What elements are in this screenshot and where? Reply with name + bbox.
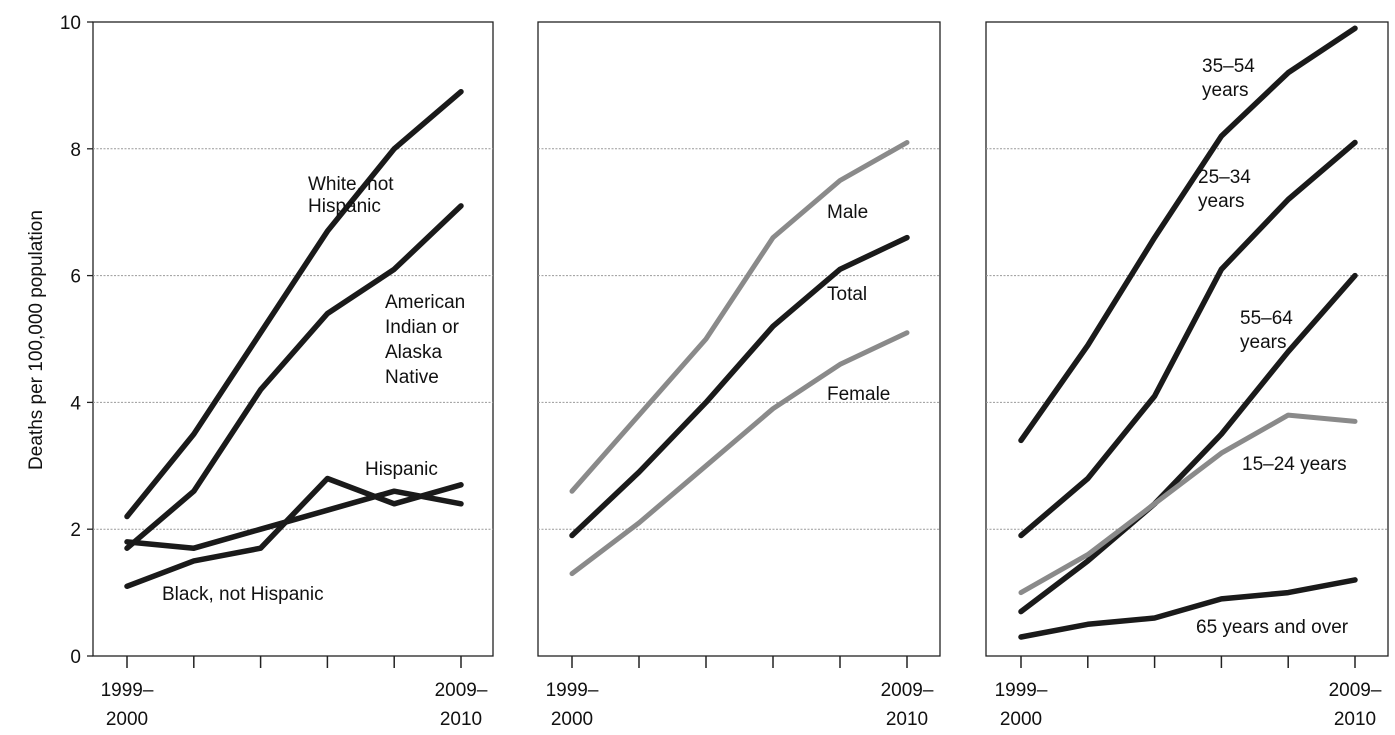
x-tick-label: 2000 bbox=[106, 709, 148, 730]
series-line-35-54-years bbox=[1018, 25, 1358, 444]
series-line-55-64-years bbox=[1018, 272, 1358, 615]
y-tick-label: 8 bbox=[70, 140, 81, 161]
y-tick-label: 4 bbox=[70, 393, 81, 414]
x-tick-label: 2009– bbox=[881, 680, 934, 701]
x-tick-label: 1999– bbox=[546, 680, 599, 701]
series-line-male bbox=[569, 140, 910, 494]
series-label-35-54-years: 35–54 years bbox=[1202, 56, 1255, 101]
series-label-total: Total bbox=[827, 284, 867, 305]
series-label-55-64-years: 55–64 years bbox=[1240, 308, 1293, 353]
series-line-black-not-hispanic bbox=[124, 475, 464, 590]
series-line-white-not-hispanic bbox=[124, 88, 464, 520]
plot-frame bbox=[92, 21, 494, 657]
series-line-25-34-years bbox=[1018, 139, 1358, 539]
series-line-65-years-and-over bbox=[1018, 577, 1358, 640]
plot-frame bbox=[537, 21, 941, 657]
series-label-15-24-years: 15–24 years bbox=[1242, 454, 1347, 475]
panel-sex: 1999– 2000 2009– 2010 Male Total Female bbox=[537, 21, 941, 730]
series-label-white-not-hispanic: White, not Hispanic bbox=[308, 174, 394, 217]
series-line-american-indian-or-alaska-native bbox=[124, 203, 464, 551]
series-label-25-34-years: 25–34 years bbox=[1198, 167, 1251, 212]
y-axis-title: Deaths per 100,000 population bbox=[26, 210, 47, 470]
x-tick-label: 1999– bbox=[101, 680, 154, 701]
series-line-total bbox=[569, 234, 910, 539]
x-tick-label: 1999– bbox=[995, 680, 1048, 701]
y-tick-label: 2 bbox=[70, 520, 81, 541]
plot-frame bbox=[985, 21, 1389, 657]
x-tick-label: 2009– bbox=[435, 680, 488, 701]
series-label-american-indian-or-alaska-native: American Indian or Alaska Native bbox=[385, 292, 465, 388]
x-tick-label: 2000 bbox=[1000, 709, 1042, 730]
series-line-female bbox=[569, 330, 910, 577]
panel-race: 0 2 4 6 8 10 1999– 2000 2009– 2010 White, not Hispa… bbox=[60, 13, 494, 730]
panel-age: 1999– 2000 2009– 2010 35–54 years 25–34 years 55… bbox=[985, 21, 1389, 730]
series-label-hispanic: Hispanic bbox=[365, 459, 438, 480]
y-tick-label: 6 bbox=[70, 267, 81, 288]
series-line-hispanic bbox=[124, 488, 464, 551]
y-tick-label: 0 bbox=[70, 647, 81, 668]
x-tick-label: 2010 bbox=[440, 709, 482, 730]
series-label-female: Female bbox=[827, 384, 890, 405]
x-tick-label: 2009– bbox=[1329, 680, 1382, 701]
x-tick-label: 2010 bbox=[1334, 709, 1376, 730]
x-tick-label: 2000 bbox=[551, 709, 593, 730]
series-label-male: Male bbox=[827, 202, 868, 223]
series-line-15-24-years bbox=[1018, 412, 1358, 596]
x-tick-label: 2010 bbox=[886, 709, 928, 730]
series-label-black-not-hispanic: Black, not Hispanic bbox=[162, 584, 324, 605]
y-tick-label: 10 bbox=[60, 13, 81, 34]
series-label-65-years-and-over: 65 years and over bbox=[1196, 617, 1349, 638]
